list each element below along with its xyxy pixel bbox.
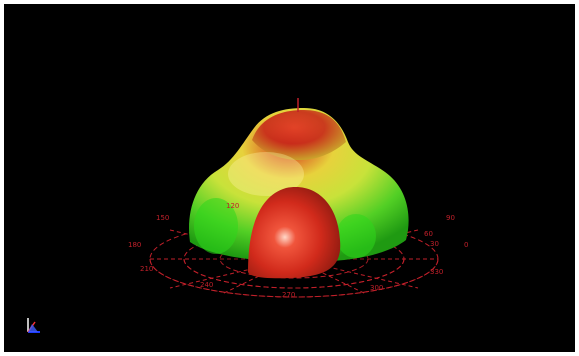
pattern-top-lobe[interactable] [252, 110, 346, 160]
3d-viewport[interactable]: 90 60 30 0 330 300 270 240 210 180 150 1… [4, 4, 575, 352]
polar-grid-front [149, 258, 439, 298]
axis-plane-icon [28, 324, 38, 332]
angle-label: 180 [128, 241, 141, 249]
angle-label: 0 [464, 241, 468, 249]
angle-label: 330 [430, 268, 443, 276]
angle-label: 270 [282, 291, 295, 299]
angle-label: 300 [370, 284, 383, 292]
angle-label: 240 [200, 281, 213, 289]
angle-label: 90 [446, 214, 455, 222]
angle-label: 210 [140, 265, 153, 273]
angle-label: 120 [226, 202, 239, 210]
angle-label: 60 [424, 230, 433, 238]
angle-label: 150 [156, 214, 169, 222]
angle-labels: 90 60 30 0 330 300 270 240 210 180 150 1… [128, 202, 468, 299]
axis-triad-icon[interactable] [27, 318, 40, 333]
pattern-side-lobe-left [194, 198, 238, 254]
specular-highlight [228, 152, 304, 196]
radiation-pattern-scene[interactable]: 90 60 30 0 330 300 270 240 210 180 150 1… [4, 4, 575, 352]
pattern-front-lobe[interactable] [248, 187, 341, 279]
pattern-side-lobe-right [336, 214, 376, 258]
angle-label: 30 [430, 240, 439, 248]
